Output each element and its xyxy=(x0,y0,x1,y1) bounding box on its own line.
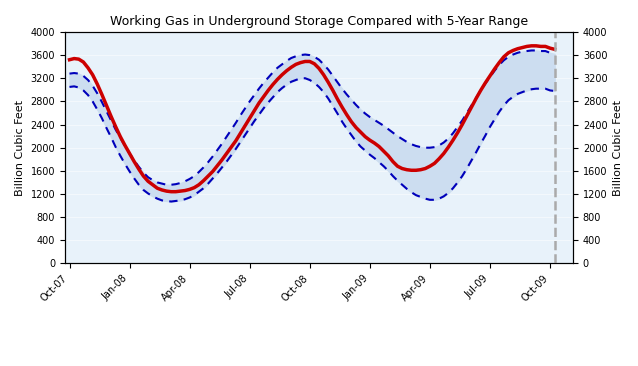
Title: Working Gas in Underground Storage Compared with 5-Year Range: Working Gas in Underground Storage Compa… xyxy=(110,15,528,28)
Y-axis label: Billion Cubic Feet: Billion Cubic Feet xyxy=(613,100,623,196)
Y-axis label: Billion Cubic Feet: Billion Cubic Feet xyxy=(15,100,25,196)
